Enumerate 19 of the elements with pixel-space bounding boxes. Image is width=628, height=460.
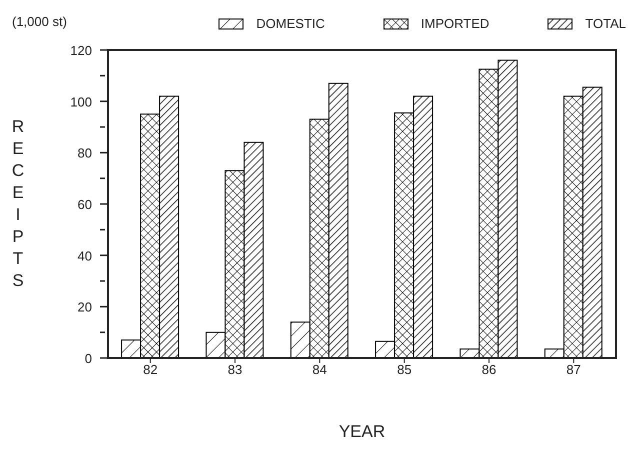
x-tick-label: 84 bbox=[312, 362, 327, 378]
y-tick-label: 120 bbox=[70, 43, 92, 58]
y-tick-label: 80 bbox=[78, 146, 92, 161]
x-tick-label: 82 bbox=[143, 362, 158, 378]
y-tick-label: 60 bbox=[78, 197, 92, 212]
legend-label: TOTAL bbox=[584, 16, 626, 31]
text: (1,000 st) bbox=[12, 14, 67, 29]
y-tick-label: 100 bbox=[70, 94, 92, 110]
x-tick-label: 85 bbox=[397, 362, 412, 378]
y-tick-label: 20 bbox=[78, 300, 92, 315]
y-axis-title: RECEIPTS bbox=[10, 116, 26, 292]
x-tick-label: 86 bbox=[482, 362, 496, 378]
legend-label: DOMESTIC bbox=[255, 16, 325, 31]
legend-label: IMPORTED bbox=[420, 16, 490, 31]
x-axis-title: YEAR bbox=[338, 422, 386, 442]
y-tick-label: 40 bbox=[78, 248, 92, 264]
y-tick-label: 0 bbox=[84, 351, 92, 366]
x-tick-label: 83 bbox=[228, 362, 242, 378]
x-tick-label: 87 bbox=[566, 362, 581, 378]
